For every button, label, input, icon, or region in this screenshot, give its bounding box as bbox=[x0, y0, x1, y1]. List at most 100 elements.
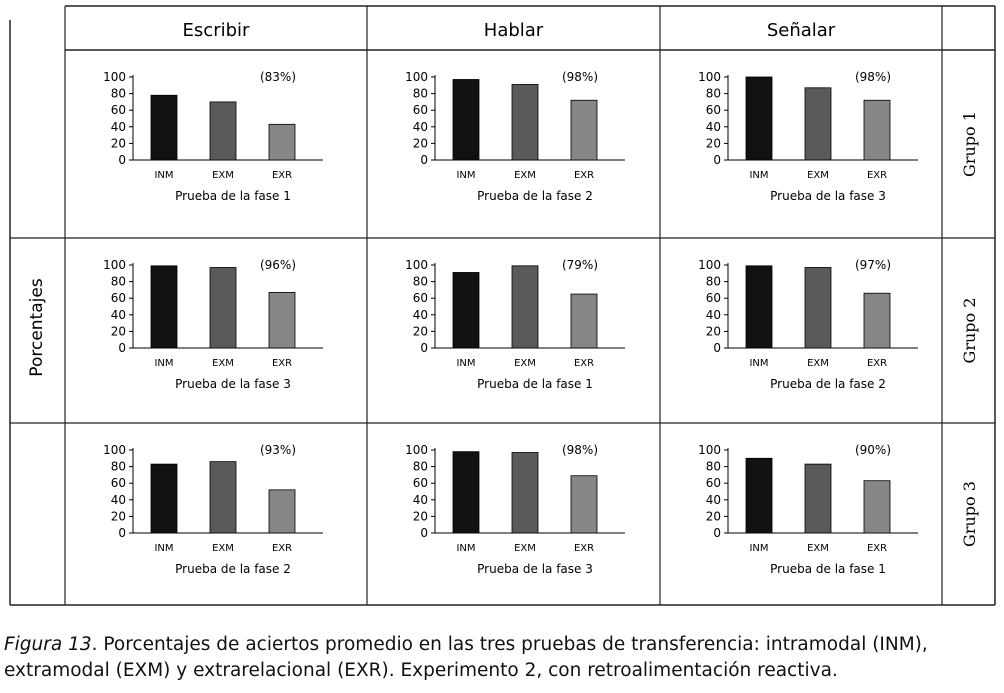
x-axis-label: Prueba de la fase 1 bbox=[175, 189, 291, 203]
row-header-grupo-3: Grupo 3 bbox=[960, 481, 979, 547]
y-tick-label: 100 bbox=[103, 258, 126, 272]
y-tick-label: 100 bbox=[103, 443, 126, 457]
chart-grupo-2-senalar: 100 80 60 40 20 0 INM EXM EXR (97%) Prueba de la f… bbox=[698, 258, 918, 391]
y-tick-label: 0 bbox=[420, 526, 428, 540]
y-tick-label: 40 bbox=[111, 120, 126, 134]
chart-annotation: (97%) bbox=[855, 258, 891, 272]
y-tick-label: 40 bbox=[706, 308, 721, 322]
y-tick-label: 100 bbox=[698, 70, 721, 84]
y-tick-label: 80 bbox=[706, 460, 721, 474]
bar-inm bbox=[452, 79, 480, 161]
y-tick-label: 0 bbox=[420, 341, 428, 355]
x-axis-label: Prueba de la fase 2 bbox=[477, 189, 593, 203]
y-tick-label: 0 bbox=[118, 153, 126, 167]
y-tick-label: 80 bbox=[111, 460, 126, 474]
column-header-senalar: Señalar bbox=[767, 20, 836, 41]
chart-annotation: (93%) bbox=[260, 443, 296, 457]
bar-exm bbox=[804, 463, 832, 534]
x-tick-label: EXR bbox=[272, 170, 292, 181]
x-tick-label: INM bbox=[154, 170, 173, 181]
x-tick-label: EXM bbox=[807, 170, 829, 181]
chart-grupo-1-escribir: 100 80 60 40 20 0 INM EXM EXR (83%) Prueba de la f… bbox=[103, 70, 323, 203]
x-axis-label: Prueba de la fase 3 bbox=[477, 562, 593, 576]
y-axis-label: Porcentajes bbox=[27, 278, 47, 377]
bar-exr bbox=[863, 99, 891, 161]
bar-inm bbox=[745, 76, 773, 161]
bar-exm bbox=[804, 267, 832, 349]
bar-exr bbox=[268, 123, 296, 161]
x-tick-label: EXR bbox=[574, 358, 594, 369]
y-tick-label: 80 bbox=[706, 87, 721, 101]
y-tick-label: 40 bbox=[413, 308, 428, 322]
figure-caption: Figura 13. Porcentajes de aciertos prome… bbox=[4, 632, 1002, 684]
table-headers: Escribir Hablar Señalar Grupo 1 Grupo 2 Grupo… bbox=[27, 20, 979, 547]
y-tick-label: 20 bbox=[111, 136, 126, 150]
y-tick-label: 20 bbox=[413, 509, 428, 523]
x-tick-label: INM bbox=[154, 543, 173, 554]
row-header-grupo-2: Grupo 2 bbox=[960, 298, 979, 364]
y-tick-label: 40 bbox=[706, 120, 721, 134]
y-tick-label: 60 bbox=[111, 476, 126, 490]
chart-grupo-1-hablar: 100 80 60 40 20 0 INM EXM EXR (98%) Prueba de la f… bbox=[405, 70, 625, 203]
y-tick-label: 40 bbox=[413, 120, 428, 134]
figure-panel: Escribir Hablar Señalar Grupo 1 Grupo 2 Grupo… bbox=[9, 5, 996, 606]
bar-inm bbox=[150, 94, 178, 161]
bar-exr bbox=[570, 475, 598, 534]
x-tick-label: INM bbox=[749, 170, 768, 181]
x-tick-label: EXM bbox=[212, 358, 234, 369]
y-tick-label: 60 bbox=[413, 476, 428, 490]
bar-inm bbox=[452, 451, 480, 534]
x-tick-label: INM bbox=[749, 543, 768, 554]
x-tick-label: EXM bbox=[212, 170, 234, 181]
y-tick-label: 20 bbox=[111, 324, 126, 338]
y-tick-label: 60 bbox=[706, 103, 721, 117]
x-tick-label: EXR bbox=[867, 170, 887, 181]
bar-exr bbox=[570, 293, 598, 349]
x-tick-label: EXM bbox=[514, 543, 536, 554]
chart-grupo-3-escribir: 100 80 60 40 20 0 INM EXM EXR (93%) Prueba de la f… bbox=[103, 443, 323, 576]
bar-exr bbox=[863, 480, 891, 534]
bar-inm bbox=[745, 265, 773, 349]
bar-inm bbox=[150, 265, 178, 349]
y-tick-label: 80 bbox=[413, 460, 428, 474]
bar-exm bbox=[511, 452, 539, 534]
chart-grupo-2-hablar: 100 80 60 40 20 0 INM EXM EXR (79%) Prueba de la f… bbox=[405, 258, 625, 391]
x-tick-label: INM bbox=[749, 358, 768, 369]
y-tick-label: 20 bbox=[413, 324, 428, 338]
chart-annotation: (83%) bbox=[260, 70, 296, 84]
y-tick-label: 60 bbox=[111, 291, 126, 305]
y-tick-label: 0 bbox=[713, 341, 721, 355]
y-tick-label: 80 bbox=[111, 275, 126, 289]
x-axis-label: Prueba de la fase 1 bbox=[770, 562, 886, 576]
column-header-hablar: Hablar bbox=[484, 20, 544, 41]
y-tick-label: 0 bbox=[118, 526, 126, 540]
y-tick-label: 60 bbox=[413, 291, 428, 305]
y-tick-label: 20 bbox=[706, 136, 721, 150]
x-tick-label: EXM bbox=[212, 543, 234, 554]
chart-annotation: (96%) bbox=[260, 258, 296, 272]
bar-exr bbox=[268, 489, 296, 534]
chart-annotation: (98%) bbox=[855, 70, 891, 84]
bar-exr bbox=[863, 292, 891, 349]
y-tick-label: 80 bbox=[413, 275, 428, 289]
table-grid bbox=[9, 5, 996, 606]
x-axis-label: Prueba de la fase 3 bbox=[770, 189, 886, 203]
x-tick-label: EXR bbox=[867, 543, 887, 554]
y-tick-label: 60 bbox=[706, 476, 721, 490]
y-tick-label: 40 bbox=[413, 493, 428, 507]
column-header-escribir: Escribir bbox=[183, 20, 250, 41]
x-tick-label: EXM bbox=[807, 543, 829, 554]
caption-line-1: . Porcentajes de aciertos promedio en la… bbox=[91, 634, 928, 655]
bar-exr bbox=[570, 99, 598, 161]
bar-exr bbox=[268, 291, 296, 349]
x-tick-label: EXM bbox=[514, 170, 536, 181]
y-tick-label: 0 bbox=[713, 526, 721, 540]
y-tick-label: 100 bbox=[698, 258, 721, 272]
y-tick-label: 20 bbox=[706, 509, 721, 523]
x-tick-label: EXR bbox=[867, 358, 887, 369]
y-tick-label: 0 bbox=[420, 153, 428, 167]
y-tick-label: 60 bbox=[111, 103, 126, 117]
y-tick-label: 80 bbox=[413, 87, 428, 101]
bar-exm bbox=[209, 101, 237, 161]
x-axis-label: Prueba de la fase 3 bbox=[175, 377, 291, 391]
